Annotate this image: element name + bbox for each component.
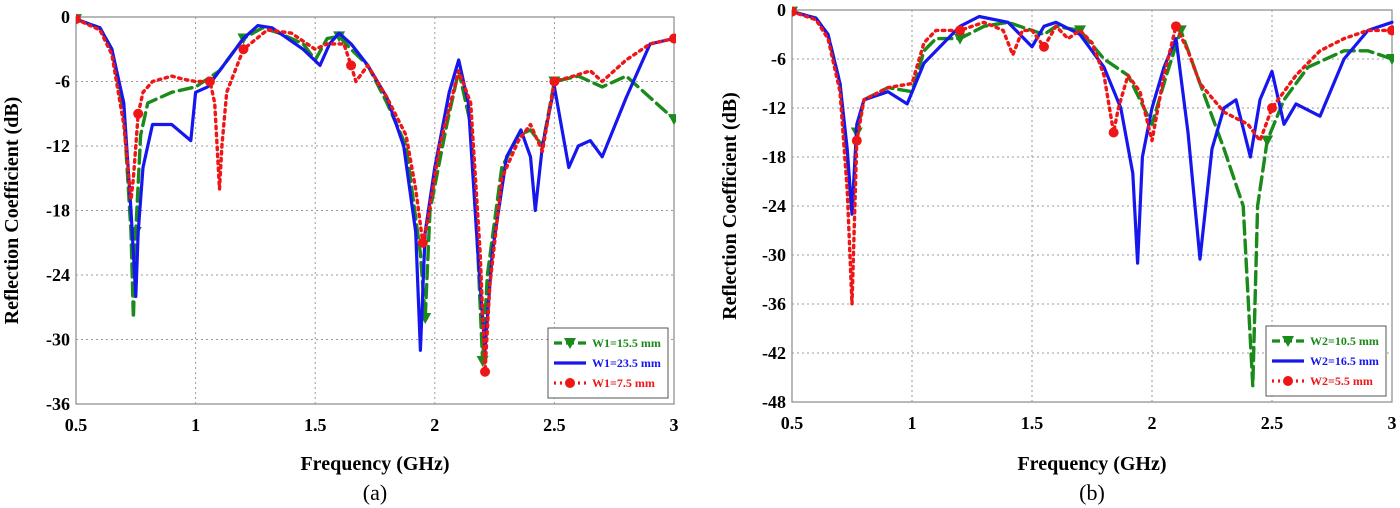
- x-tick-label: 1.5: [1021, 413, 1044, 433]
- legend-label: W2=5.5 mm: [1310, 374, 1373, 388]
- data-point: [1387, 25, 1394, 36]
- legend-label: W2=10.5 mm: [1310, 334, 1379, 348]
- legend-label: W2=16.5 mm: [1310, 354, 1379, 368]
- data-point: [238, 44, 249, 55]
- x-axis-title: Frequency (GHz): [1017, 453, 1166, 475]
- x-tick-label: 1: [191, 415, 200, 435]
- data-point: [1386, 54, 1394, 65]
- data-point: [668, 114, 676, 126]
- x-tick-label: 0.5: [781, 413, 804, 433]
- x-tick-label: 1: [908, 413, 917, 433]
- x-tick-label: 2.5: [1261, 413, 1284, 433]
- data-point: [1039, 41, 1049, 52]
- legend: W1=15.5 mm W1=23.5 mm W1=7.5 mm: [547, 327, 669, 399]
- x-tick-label: 2: [1148, 413, 1157, 433]
- data-point: [955, 25, 965, 36]
- data-point: [1267, 103, 1277, 113]
- y-tick-label: -30: [762, 245, 786, 265]
- y-tick-label: -30: [46, 330, 70, 350]
- data-point: [204, 76, 215, 87]
- y-tick-label: -18: [46, 201, 70, 221]
- x-tick-label: 2.5: [543, 415, 566, 435]
- y-tick-label: -36: [46, 394, 70, 414]
- x-tick-label: 3: [1388, 413, 1397, 433]
- x-tick-label: 2: [430, 415, 439, 435]
- y-tick-label: -24: [46, 265, 70, 285]
- x-tick-label: 1.5: [304, 415, 327, 435]
- legend-marker: [1282, 336, 1294, 347]
- y-tick-label: -48: [762, 392, 786, 412]
- data-point: [346, 60, 357, 71]
- data-point: [1171, 21, 1181, 32]
- data-point: [669, 33, 676, 44]
- data-point: [851, 135, 862, 146]
- y-tick-label: -12: [762, 98, 786, 118]
- data-point: [792, 6, 797, 17]
- x-axis-title: Frequency (GHz): [300, 453, 449, 475]
- data-point: [1261, 135, 1274, 147]
- data-point: [76, 14, 81, 25]
- data-point: [954, 33, 966, 45]
- legend: W2=10.5 mm W2=16.5 mm W2=5.5 mm: [1265, 325, 1387, 397]
- y-tick-label: -42: [762, 343, 786, 363]
- y-tick-label: 0: [777, 0, 786, 20]
- legend-marker: [565, 378, 575, 388]
- y-axis-title: Reflection Coefficient (dB): [1, 97, 23, 325]
- series-3: [76, 14, 676, 377]
- y-tick-label: -6: [55, 72, 70, 92]
- chart-panel-b: 0.5 1 1.5 2 2.5 3 0 -6 -12 -18 -24 -30 -36 -42 -48 Freq…: [719, 0, 1397, 505]
- legend-label: W1=15.5 mm: [592, 336, 661, 350]
- y-tick-label: -6: [771, 49, 786, 69]
- series-3: [792, 6, 1394, 306]
- x-tick-label: 0.5: [65, 415, 88, 435]
- panel-label: (a): [363, 480, 387, 505]
- data-point: [133, 108, 144, 119]
- legend-marker: [1283, 376, 1293, 386]
- data-point: [417, 237, 428, 248]
- chart-panel-a: 0.5 1 1.5 2 2.5 3 0 -6 -12 -18 -24 -30 -36 Frequency …: [1, 7, 679, 505]
- legend-marker: [564, 338, 576, 349]
- data-point: [549, 76, 560, 87]
- y-tick-label: -12: [46, 136, 70, 156]
- panel-label: (b): [1079, 480, 1105, 505]
- legend-label: W1=23.5 mm: [592, 356, 661, 370]
- y-tick-label: -36: [762, 294, 786, 314]
- data-point: [480, 366, 491, 377]
- legend-label: W1=7.5 mm: [592, 376, 655, 390]
- series-line: [792, 9, 1394, 306]
- x-tick-label: 3: [670, 415, 679, 435]
- y-axis-title: Reflection Coefficient (dB): [719, 92, 741, 320]
- y-tick-label: -24: [762, 196, 786, 216]
- y-tick-label: 0: [61, 7, 70, 27]
- y-tick-label: -18: [762, 147, 786, 167]
- data-point: [1108, 127, 1119, 138]
